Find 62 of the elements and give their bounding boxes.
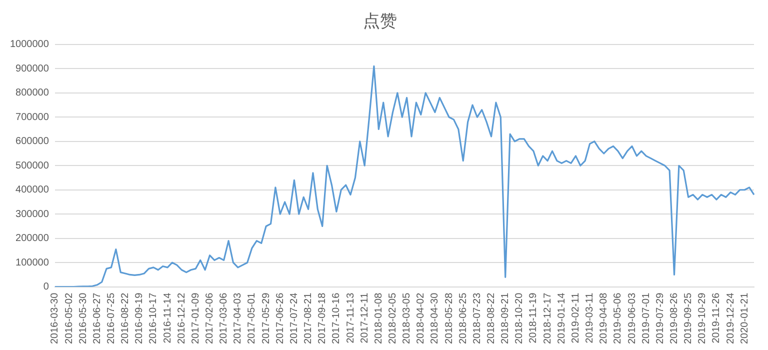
y-tick-label: 800000 (16, 88, 50, 99)
x-tick-label: 2016-05-02 (64, 292, 75, 344)
y-tick-label: 0 (43, 282, 50, 293)
x-tick-label: 2016-10-17 (148, 292, 160, 344)
x-tick-label: 2019-07-01 (640, 292, 652, 344)
x-tick-label: 2016-07-25 (106, 292, 117, 344)
x-tick-label: 2018-01-08 (373, 292, 384, 344)
y-tick-label: 900000 (16, 63, 50, 74)
x-tick-label: 2018-07-23 (472, 292, 483, 344)
y-tick-label: 300000 (16, 208, 50, 220)
x-tick-label: 2018-11-19 (528, 292, 540, 344)
x-tick-label: 2018-06-25 (458, 292, 469, 344)
x-tick-label: 2016-12-12 (176, 292, 188, 344)
x-tick-label: 2019-06-03 (626, 292, 638, 344)
x-tick-label: 2019-08-26 (668, 292, 680, 344)
x-tick-label: 2019-03-11 (584, 292, 596, 344)
x-tick-label: 2018-02-05 (387, 292, 398, 344)
x-tick-label: 2017-10-16 (331, 292, 342, 344)
x-tick-label: 2016-03-30 (50, 292, 61, 344)
x-tick-label: 2017-03-06 (218, 292, 230, 344)
x-tick-label: 2017-04-03 (232, 292, 244, 344)
y-tick-label: 400000 (16, 184, 50, 196)
chart-title: 点赞 (363, 12, 397, 32)
y-tick-label: 200000 (16, 233, 50, 244)
y-tick-label: 700000 (16, 112, 50, 123)
x-tick-label: 2018-03-05 (402, 292, 413, 344)
x-tick-label: 2018-09-21 (500, 292, 512, 344)
x-tick-label: 2019-11-26 (711, 292, 722, 344)
x-tick-label: 2019-01-14 (556, 292, 568, 344)
x-tick-label: 2019-02-11 (570, 292, 582, 344)
x-tick-label: 2016-06-27 (92, 292, 103, 344)
y-tick-label: 600000 (16, 136, 50, 148)
x-tick-label: 2019-09-25 (683, 292, 694, 344)
x-tick-label: 2017-09-18 (317, 292, 328, 344)
x-tick-label: 2019-07-29 (654, 292, 666, 344)
x-tick-label: 2017-11-13 (345, 292, 356, 344)
x-tick-label: 2018-04-30 (430, 292, 441, 344)
x-tick-label: 2019-05-06 (612, 292, 624, 344)
x-tick-label: 2018-12-17 (542, 292, 554, 344)
x-tick-label: 2017-07-24 (288, 292, 300, 344)
x-tick-label: 2016-05-30 (78, 292, 89, 344)
x-tick-label: 2019-04-08 (598, 292, 610, 344)
x-tick-label: 2017-12-11 (359, 292, 370, 344)
x-tick-label: 2017-06-26 (274, 292, 286, 344)
x-tick-label: 2018-05-28 (444, 292, 455, 344)
x-tick-label: 2016-09-19 (134, 292, 146, 344)
y-tick-label: 500000 (16, 160, 50, 172)
x-tick-label: 2018-08-22 (486, 292, 498, 344)
x-tick-label: 2017-01-09 (190, 292, 202, 344)
x-tick-label: 2018-10-20 (514, 292, 526, 344)
y-tick-label: 100000 (16, 257, 50, 268)
x-tick-label: 2016-11-14 (162, 292, 174, 344)
x-tick-label: 2016-08-22 (120, 292, 132, 344)
x-tick-label: 2017-02-06 (204, 292, 216, 344)
x-tick-label: 2017-05-01 (246, 292, 258, 344)
x-tick-label: 2018-04-02 (416, 292, 427, 344)
x-tick-label: 2019-12-24 (725, 292, 736, 344)
y-tick-label: 1000000 (10, 39, 50, 50)
x-tick-label: 2020-01-21 (739, 292, 750, 344)
x-tick-label: 2017-05-29 (260, 292, 272, 344)
x-tick-label: 2017-08-21 (303, 292, 314, 344)
x-tick-label: 2019-10-29 (697, 292, 708, 344)
